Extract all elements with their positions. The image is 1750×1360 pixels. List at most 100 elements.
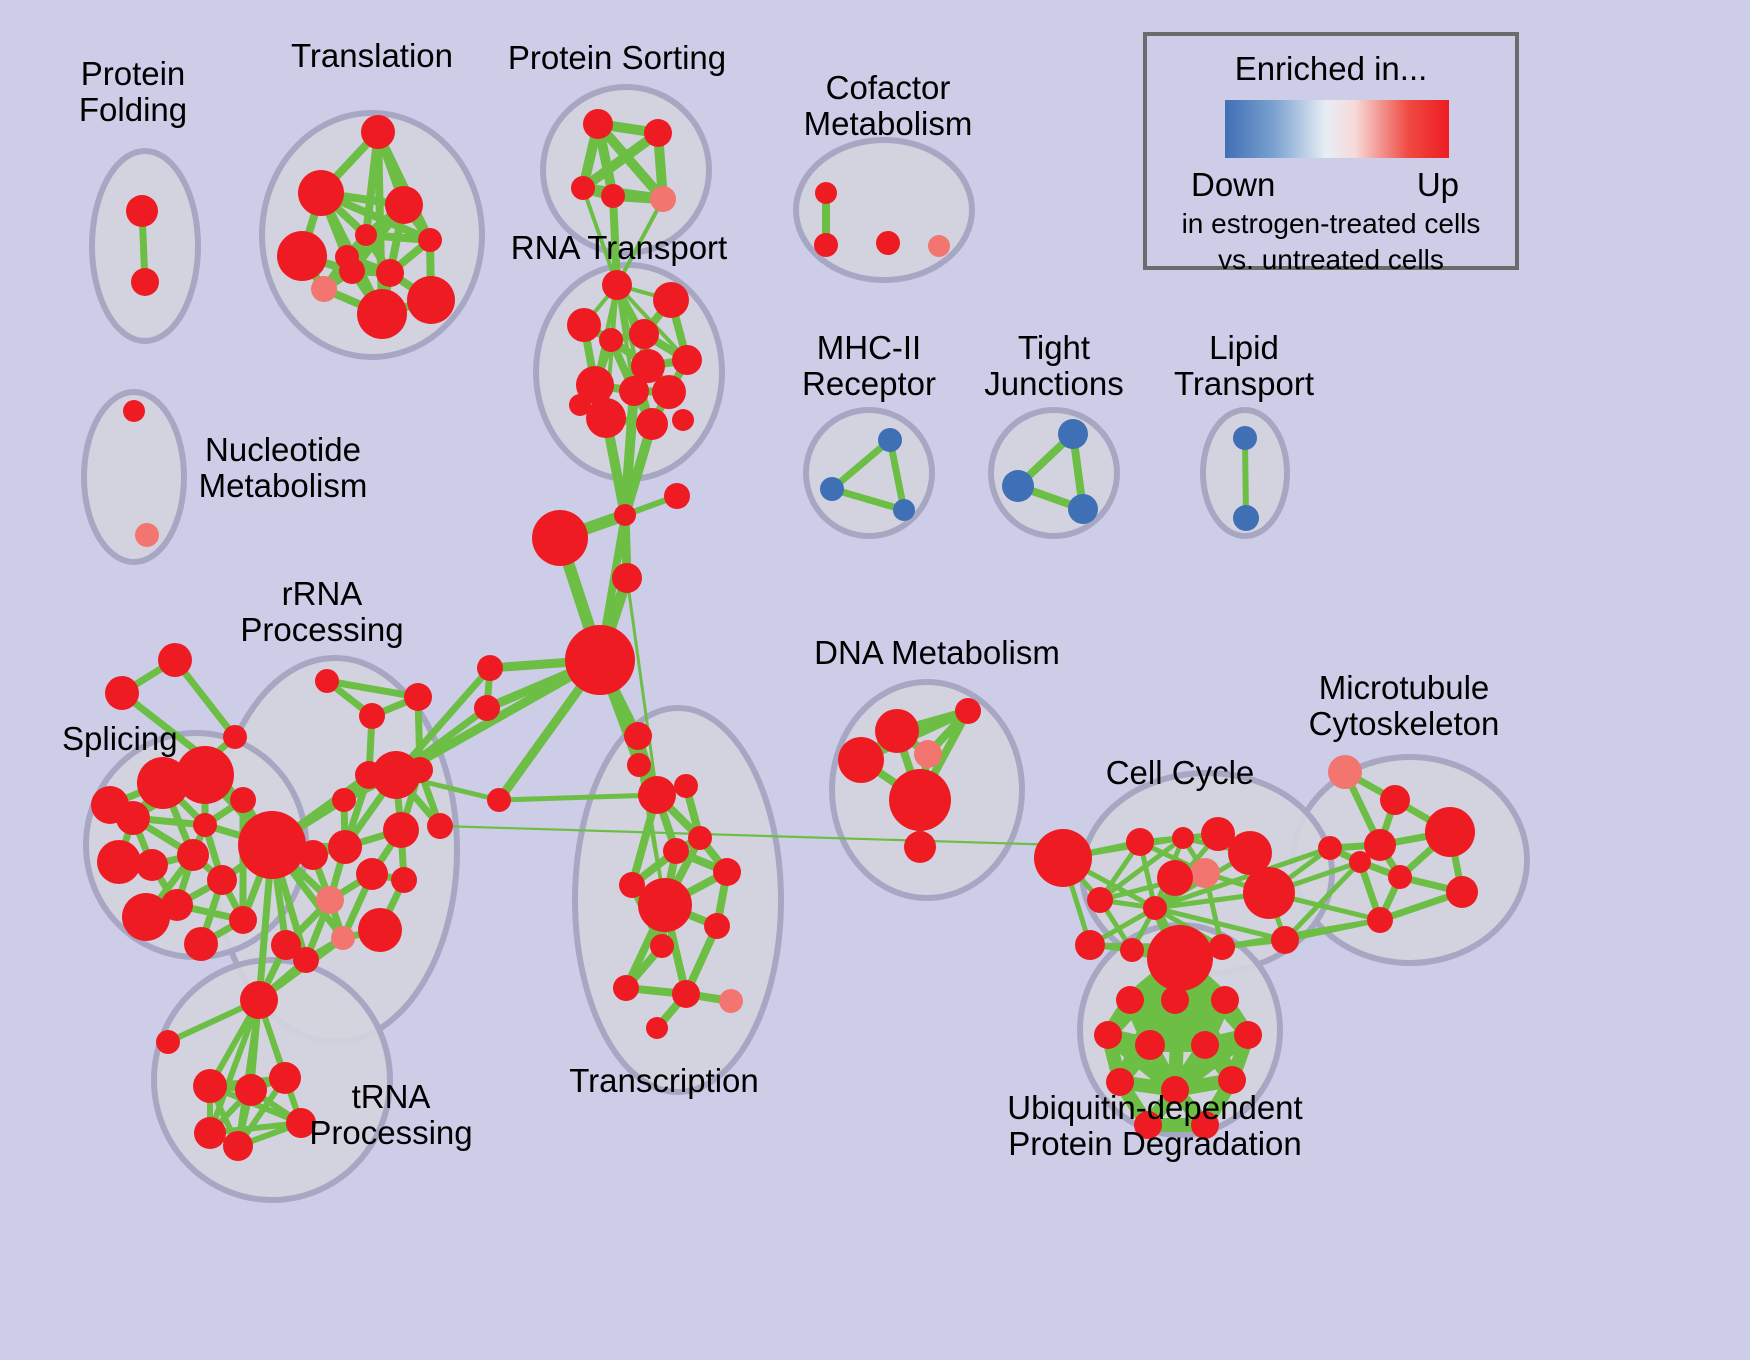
node: [928, 235, 950, 257]
node: [688, 826, 712, 850]
node: [376, 259, 404, 287]
node: [385, 186, 423, 224]
node: [316, 886, 344, 914]
node: [271, 930, 301, 960]
node: [238, 811, 306, 879]
cluster-label-nucleotide-metabolism: Nucleotide Metabolism: [198, 431, 368, 504]
legend-title: Enriched in...: [1234, 50, 1428, 87]
node: [361, 115, 395, 149]
node: [646, 1017, 668, 1039]
node: [391, 867, 417, 893]
node: [339, 258, 365, 284]
node: [814, 233, 838, 257]
node: [184, 927, 218, 961]
node: [1364, 829, 1396, 861]
node: [116, 801, 150, 835]
node: [359, 703, 385, 729]
node: [650, 186, 676, 212]
legend-box: Enriched in... Down Up in estrogen-treat…: [1143, 32, 1519, 275]
cluster-label-protein-sorting: Protein Sorting: [507, 39, 727, 76]
hull-nucleotide: [81, 389, 187, 565]
node: [372, 751, 420, 799]
node: [704, 913, 730, 939]
node: [135, 523, 159, 547]
node: [1135, 1030, 1165, 1060]
node: [644, 119, 672, 147]
node: [532, 510, 588, 566]
node: [1147, 925, 1213, 991]
node: [418, 228, 442, 252]
node: [315, 669, 339, 693]
node: [876, 231, 900, 255]
node: [1211, 986, 1239, 1014]
node: [567, 308, 601, 342]
node: [1191, 1111, 1219, 1139]
legend-sub-line-2: vs. untreated cells: [1218, 244, 1444, 275]
node: [565, 625, 635, 695]
node: [1134, 1111, 1162, 1139]
node: [131, 268, 159, 296]
node: [601, 184, 625, 208]
node: [672, 409, 694, 431]
node: [838, 737, 884, 783]
node: [1201, 817, 1235, 851]
node: [477, 655, 503, 681]
node: [427, 813, 453, 839]
node: [1002, 470, 1034, 502]
node: [1126, 828, 1154, 856]
node: [624, 722, 652, 750]
node: [674, 774, 698, 798]
node: [1328, 755, 1362, 789]
node: [235, 1074, 267, 1106]
nodes: [91, 109, 1478, 1161]
node: [612, 563, 642, 593]
node: [569, 394, 591, 416]
node: [1116, 986, 1144, 1014]
node: [619, 872, 645, 898]
node: [1058, 419, 1088, 449]
node: [126, 195, 158, 227]
node: [1094, 1021, 1122, 1049]
node: [229, 906, 257, 934]
node: [1106, 1068, 1134, 1096]
node: [1425, 807, 1475, 857]
node: [602, 270, 632, 300]
node: [137, 757, 189, 809]
cluster-label-rna-transport: RNA Transport: [510, 229, 728, 266]
node: [1161, 1076, 1189, 1104]
legend-high-label: Up: [1416, 166, 1459, 203]
node: [586, 398, 626, 438]
node: [269, 1062, 301, 1094]
node: [583, 109, 613, 139]
node: [1209, 934, 1235, 960]
node: [1228, 831, 1272, 875]
node: [1318, 836, 1342, 860]
node: [240, 981, 278, 1019]
node: [105, 676, 139, 710]
node: [1034, 829, 1092, 887]
cluster-label-splicing: Splicing: [62, 720, 178, 757]
node: [358, 908, 402, 952]
node: [893, 499, 915, 521]
node: [1191, 1031, 1219, 1059]
node: [193, 1069, 227, 1103]
node: [156, 1030, 180, 1054]
node: [1271, 926, 1299, 954]
node: [1190, 858, 1220, 888]
node: [1367, 907, 1393, 933]
node: [193, 813, 217, 837]
node: [487, 788, 511, 812]
node: [1157, 860, 1193, 896]
node: [672, 345, 702, 375]
cluster-label-protein-folding: Protein Folding: [78, 55, 188, 128]
node: [298, 170, 344, 216]
node: [355, 224, 377, 246]
node: [194, 1117, 226, 1149]
node: [357, 289, 407, 339]
node: [576, 366, 614, 404]
node: [650, 934, 674, 958]
node: [1161, 986, 1189, 1014]
node: [627, 753, 651, 777]
node: [277, 231, 327, 281]
